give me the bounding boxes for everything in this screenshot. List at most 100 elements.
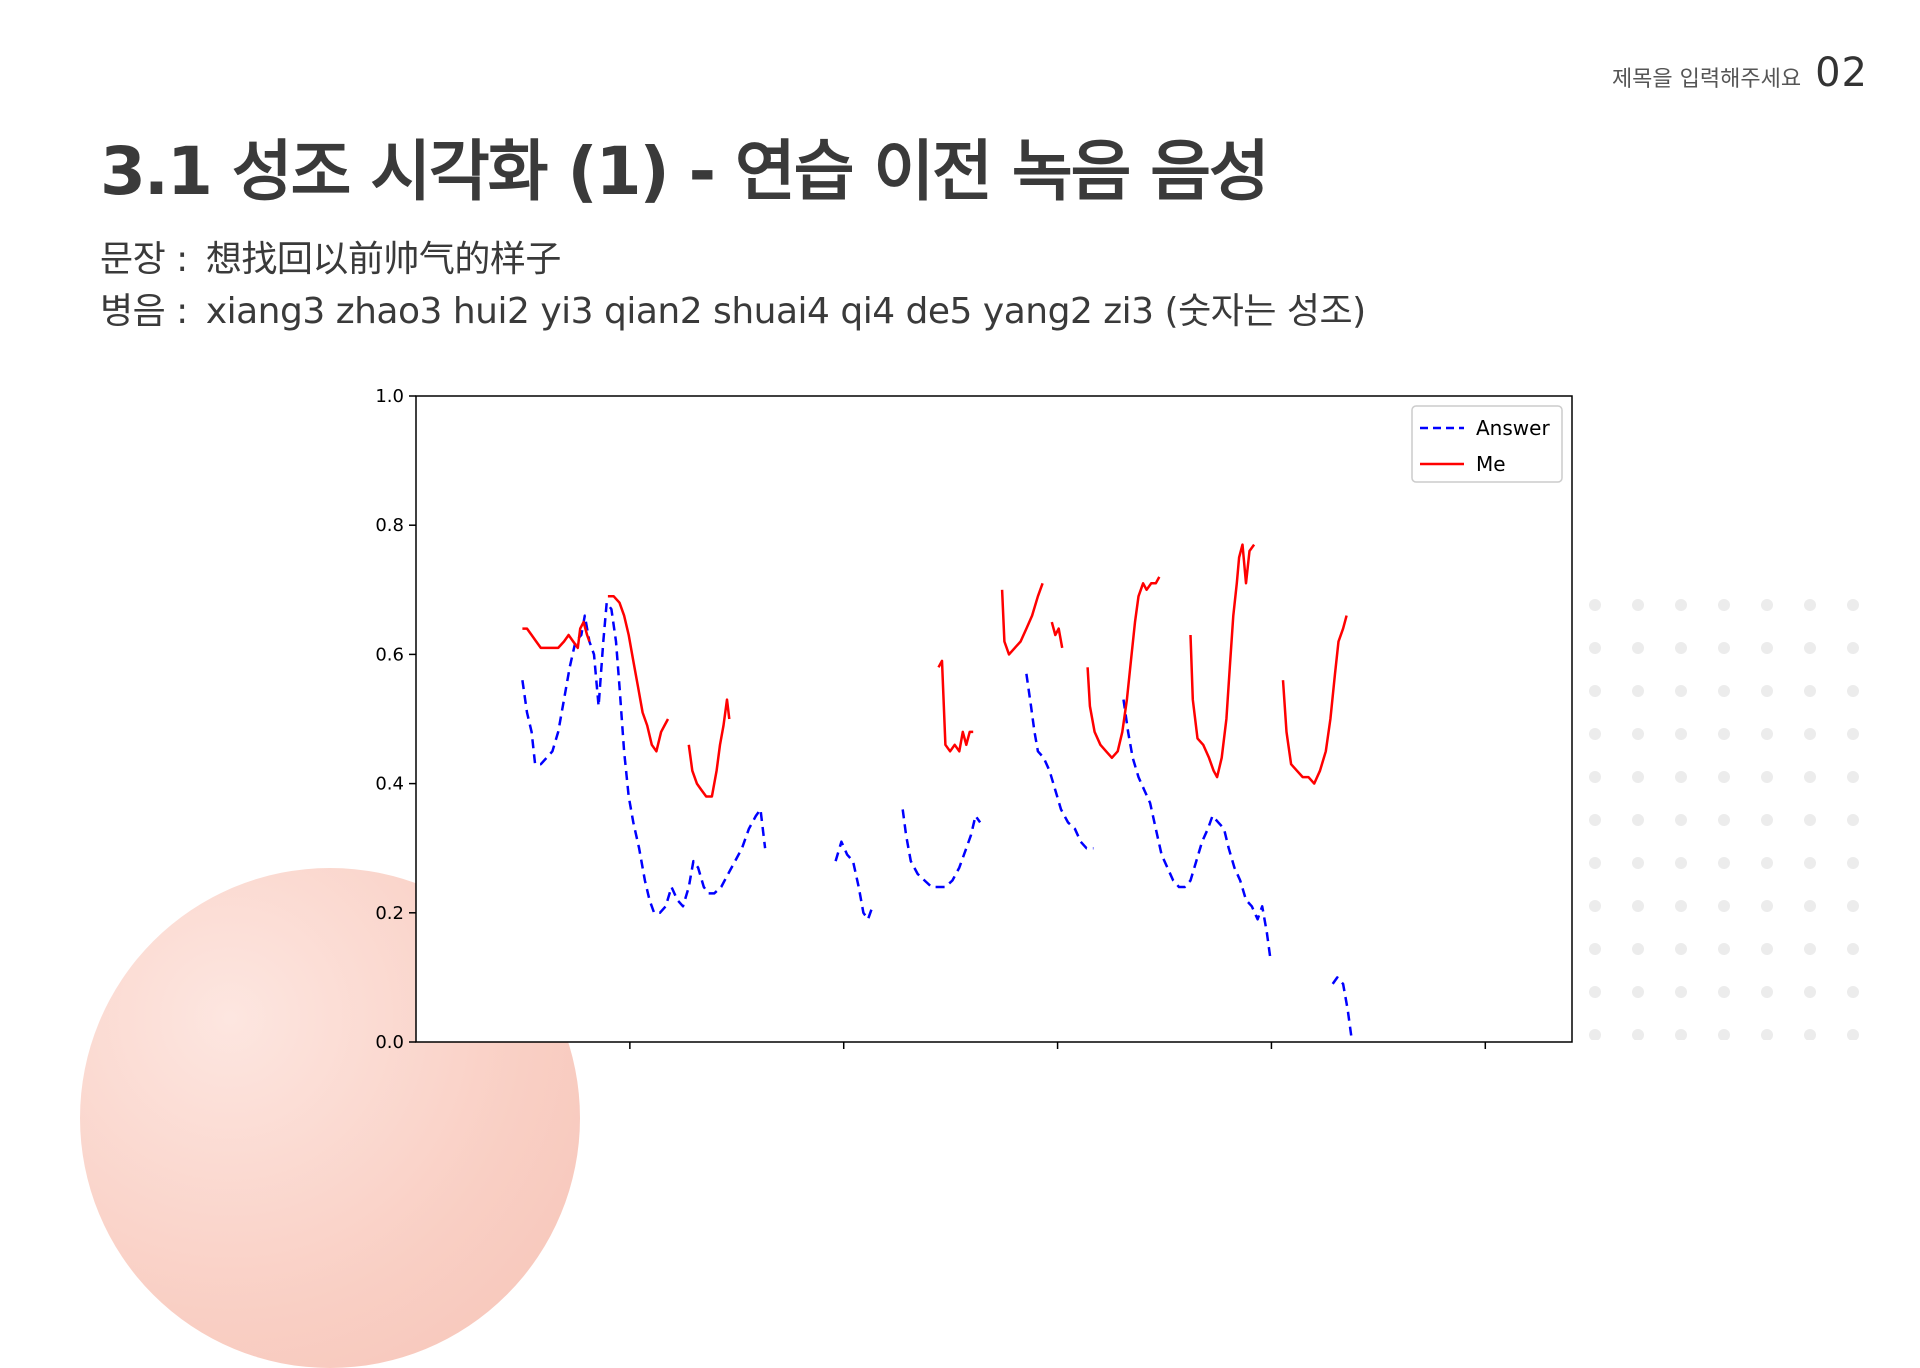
deco-dot [1804,986,1816,998]
deco-dot [1804,943,1816,955]
deco-dot [1847,642,1859,654]
deco-dot [1589,900,1601,912]
deco-dot [1804,900,1816,912]
deco-dot [1675,599,1687,611]
sentence-line: 문장 : 想找回以前帅气的样子 [100,230,561,282]
deco-dot [1632,771,1644,783]
deco-dot [1718,814,1730,826]
deco-dot [1632,599,1644,611]
deco-dot [1632,943,1644,955]
series-line-me [1281,615,1348,785]
deco-dot [1761,599,1773,611]
deco-dot [1675,857,1687,869]
deco-dot [1761,814,1773,826]
series-line-answer [901,809,982,889]
series-line-me [1050,621,1064,649]
y-tick-label: 0.2 [375,903,404,924]
deco-dot [1589,599,1601,611]
deco-dot [1589,814,1601,826]
pitch-chart-svg: 0.0 0.2 0.4 0.6 0.8 1.0 Answer Me [375,386,1573,1053]
deco-dot [1761,943,1773,955]
deco-dot [1718,771,1730,783]
deco-dot [1761,728,1773,740]
y-tick-label: 1.0 [375,386,404,407]
deco-dot [1847,814,1859,826]
deco-dot [1804,771,1816,783]
series-line-me [1189,543,1256,779]
legend-label-answer: Answer [1476,416,1550,440]
deco-dot [1761,685,1773,697]
deco-dot [1589,943,1601,955]
deco-dot [1675,642,1687,654]
deco-dot [1804,599,1816,611]
deco-dot [1718,986,1730,998]
series-line-me [607,595,670,753]
deco-dot [1718,900,1730,912]
deco-dot [1761,642,1773,654]
y-tick-label: 0.8 [375,515,404,536]
deco-dot [1804,814,1816,826]
deco-dot [1589,986,1601,998]
deco-dot [1675,1029,1687,1040]
pinyin-value: xiang3 zhao3 hui2 yi3 qian2 shuai4 qi4 d… [205,291,1366,332]
decorative-dot-grid [1589,599,1859,1040]
series-line-me [522,620,591,650]
deco-dot [1675,814,1687,826]
deco-dot [1589,857,1601,869]
page-number: 02 [1815,50,1868,96]
deco-dot [1761,857,1773,869]
deco-dot [1718,685,1730,697]
deco-dot [1589,771,1601,783]
plot-frame [415,395,1573,1043]
deco-dot [1675,900,1687,912]
deco-dot [1847,728,1859,740]
slide-title: 3.1 성조 시각화 (1) - 연습 이전 녹음 음성 [100,133,1270,210]
pinyin-line: 병음 : xiang3 zhao3 hui2 yi3 qian2 shuai4 q… [100,282,1366,334]
deco-dot [1804,685,1816,697]
series-line-answer [834,840,874,921]
series-line-answer [1122,699,1272,959]
deco-dot [1718,943,1730,955]
deco-dot [1589,1029,1601,1040]
deco-dot [1761,900,1773,912]
header-label: 제목을 입력해주세요 [1611,67,1802,92]
deco-dot [1847,1029,1859,1040]
deco-dot [1761,1029,1773,1040]
pinyin-key: 병음 : [100,291,188,332]
series-line-me [937,659,974,753]
deco-dot [1632,685,1644,697]
series-line-answer [1025,673,1094,850]
deco-dot [1589,685,1601,697]
series-line-me [1086,576,1161,760]
deco-dot [1847,986,1859,998]
deco-dot [1589,728,1601,740]
deco-dot [1804,642,1816,654]
deco-dot [1632,857,1644,869]
deco-dot [1718,642,1730,654]
series-line-answer [1331,976,1353,1036]
sentence-key: 문장 : [100,239,188,280]
deco-dot [1632,1029,1644,1040]
chart-legend: Answer Me [1411,405,1563,483]
deco-dot [1675,986,1687,998]
deco-dot [1804,857,1816,869]
deco-dot [1675,943,1687,955]
sentence-value: 想找回以前帅气的样子 [205,239,562,280]
y-tick-label: 0.6 [375,644,404,665]
deco-dot [1675,771,1687,783]
deco-dot [1589,642,1601,654]
legend-label-me: Me [1476,452,1506,476]
series-line-me [1000,582,1044,656]
deco-dot [1718,857,1730,869]
series-line-me [687,698,731,798]
y-tick-label: 0.0 [375,1032,404,1053]
deco-dot [1847,771,1859,783]
pitch-chart: 0.0 0.2 0.4 0.6 0.8 1.0 Answer Me [340,374,1580,1080]
deco-dot [1804,728,1816,740]
deco-dot [1632,814,1644,826]
deco-dot [1761,986,1773,998]
deco-dot [1847,900,1859,912]
deco-dot [1847,857,1859,869]
deco-dot [1632,900,1644,912]
deco-dot [1675,685,1687,697]
